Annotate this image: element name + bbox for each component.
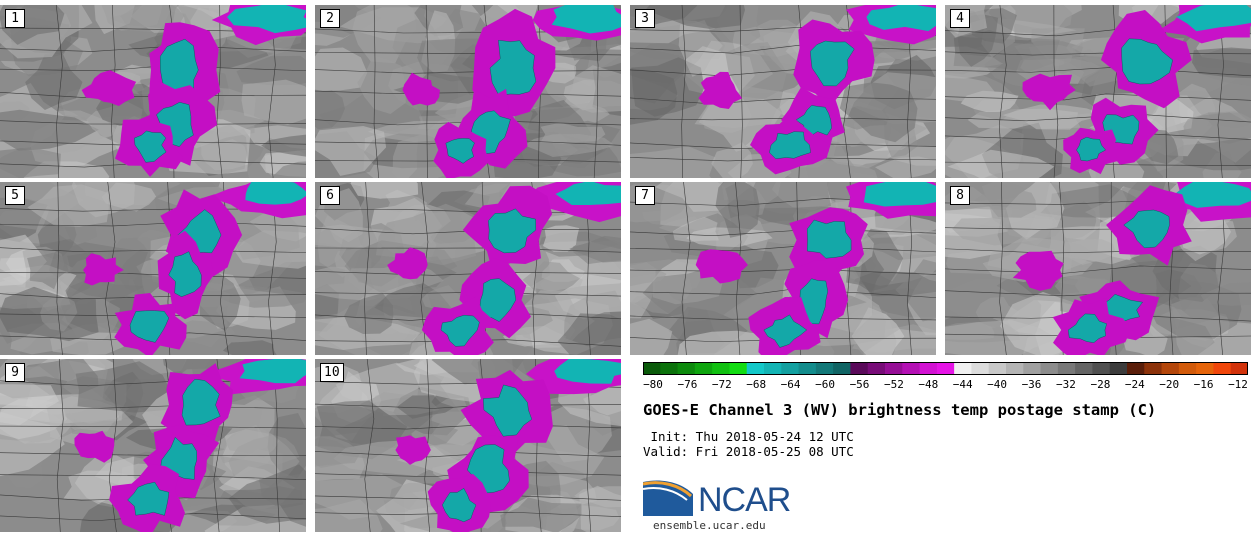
colorbar-swatch — [1127, 362, 1145, 375]
water-vapor-map — [945, 5, 1251, 178]
colorbar-swatch — [660, 362, 679, 375]
panel-number: 1 — [5, 9, 25, 28]
postage-stamp-panel: 3 — [630, 5, 936, 178]
water-vapor-map — [315, 359, 621, 532]
colorbar-swatch — [988, 362, 1007, 375]
colorbar-swatch — [677, 362, 696, 375]
ncar-logo-icon — [643, 480, 693, 516]
logo-wordmark: NCAR — [698, 481, 791, 519]
panel-number: 10 — [320, 363, 344, 382]
colorbar — [643, 362, 1248, 375]
colorbar-tick-label: −72 — [711, 378, 732, 391]
colorbar-tick-label: −56 — [849, 378, 870, 391]
colorbar-tick-label: −32 — [1055, 378, 1076, 391]
colorbar-swatch — [746, 362, 765, 375]
colorbar-tick-label: −36 — [1021, 378, 1042, 391]
colorbar-swatch — [850, 362, 869, 375]
colorbar-tick-label: −16 — [1193, 378, 1214, 391]
panel-number: 3 — [635, 9, 655, 28]
colorbar-tick-label: −44 — [952, 378, 973, 391]
postage-stamp-panel: 10 — [315, 359, 621, 532]
colorbar-swatch — [1230, 362, 1248, 375]
postage-stamp-panel: 8 — [945, 182, 1251, 355]
panel-number: 6 — [320, 186, 340, 205]
logo-url: ensemble.ucar.edu — [653, 519, 766, 532]
colorbar-swatch — [936, 362, 955, 375]
colorbar-swatch — [1178, 362, 1197, 375]
colorbar-swatch — [1196, 362, 1214, 375]
postage-stamp-panel: 9 — [0, 359, 306, 532]
postage-stamp-panel: 4 — [945, 5, 1251, 178]
colorbar-swatch — [867, 362, 886, 375]
colorbar-swatch — [764, 362, 782, 375]
panel-number: 4 — [950, 9, 970, 28]
colorbar-tick-label: −76 — [677, 378, 698, 391]
colorbar-swatch — [971, 362, 990, 375]
water-vapor-map — [630, 5, 936, 178]
water-vapor-map — [630, 182, 936, 355]
colorbar-swatch — [919, 362, 938, 375]
colorbar-tick-label: −60 — [815, 378, 836, 391]
colorbar-swatch — [1144, 362, 1163, 375]
colorbar-tick-label: −28 — [1090, 378, 1111, 391]
water-vapor-map — [945, 182, 1251, 355]
water-vapor-map — [315, 182, 621, 355]
postage-stamp-panel: 2 — [315, 5, 621, 178]
colorbar-swatch — [885, 362, 903, 375]
colorbar-swatch — [1092, 362, 1111, 375]
colorbar-swatch — [954, 362, 972, 375]
colorbar-tick-label: −68 — [746, 378, 767, 391]
colorbar-swatch — [1057, 362, 1076, 375]
colorbar-swatch — [833, 362, 851, 375]
panel-number: 9 — [5, 363, 25, 382]
colorbar-swatch — [815, 362, 834, 375]
colorbar-swatch — [712, 362, 730, 375]
water-vapor-map — [0, 5, 306, 178]
figure-title: GOES-E Channel 3 (WV) brightness temp po… — [643, 401, 1157, 419]
panel-number: 7 — [635, 186, 655, 205]
panel-number: 5 — [5, 186, 25, 205]
panel-number: 8 — [950, 186, 970, 205]
water-vapor-map — [315, 5, 621, 178]
colorbar-swatch — [1023, 362, 1042, 375]
colorbar-tick-label: −64 — [780, 378, 801, 391]
colorbar-swatch — [781, 362, 800, 375]
postage-stamp-panel: 7 — [630, 182, 936, 355]
colorbar-swatch — [729, 362, 748, 375]
valid-time: Valid: Fri 2018-05-25 08 UTC — [643, 444, 854, 459]
colorbar-swatch — [1109, 362, 1128, 375]
water-vapor-map — [0, 182, 306, 355]
postage-stamp-panel: 5 — [0, 182, 306, 355]
colorbar-tick-label: −52 — [883, 378, 904, 391]
colorbar-swatch — [1075, 362, 1093, 375]
panel-number: 2 — [320, 9, 340, 28]
colorbar-swatch — [694, 362, 713, 375]
colorbar-tick-label: −48 — [918, 378, 939, 391]
water-vapor-map — [0, 359, 306, 532]
colorbar-tick-label: −40 — [987, 378, 1008, 391]
colorbar-tick-label: −12 — [1228, 378, 1248, 391]
colorbar-swatch — [1161, 362, 1180, 375]
colorbar-swatch — [643, 362, 661, 375]
colorbar-tick-label: −24 — [1124, 378, 1145, 391]
colorbar-tick-label: −80 — [643, 378, 663, 391]
init-time: Init: Thu 2018-05-24 12 UTC — [643, 429, 854, 444]
colorbar-tick-labels: −80 −76 −72 −68 −64 −60 −56 −52 −48 −44 −40 −36 −32 −… — [643, 378, 1248, 392]
postage-stamp-panel: 1 — [0, 5, 306, 178]
colorbar-tick-label: −20 — [1159, 378, 1180, 391]
colorbar-swatch — [1040, 362, 1059, 375]
colorbar-swatch — [902, 362, 921, 375]
colorbar-swatch — [798, 362, 817, 375]
colorbar-swatch — [1213, 362, 1232, 375]
colorbar-swatch — [1006, 362, 1024, 375]
postage-stamp-panel: 6 — [315, 182, 621, 355]
